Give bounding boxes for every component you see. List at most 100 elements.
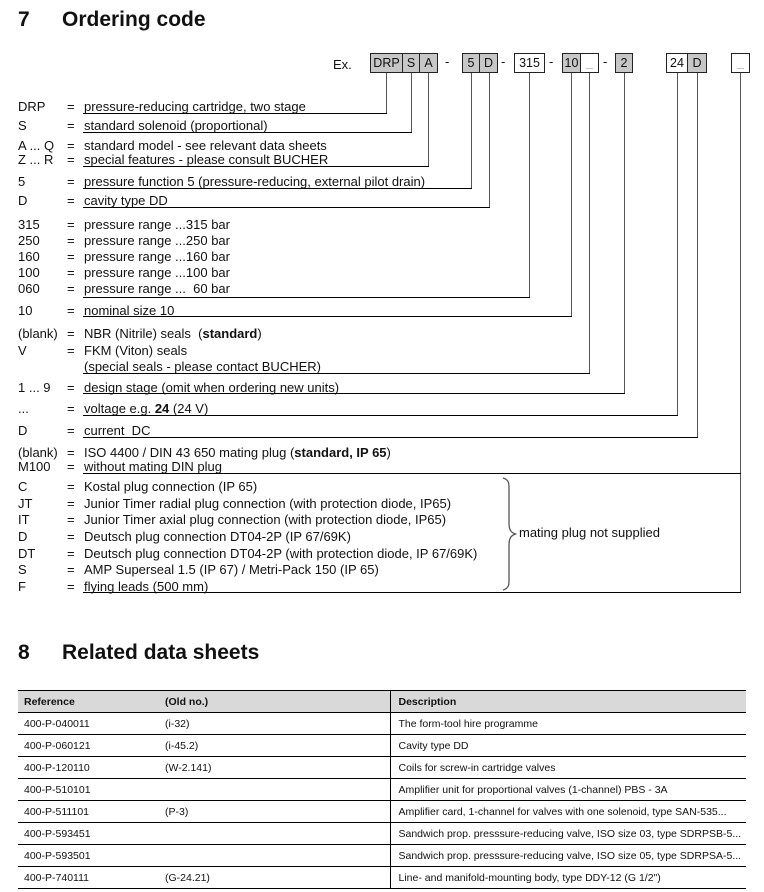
table-row: 400-P-511101 (P-3) Amplifier card, 1-chann… <box>18 800 746 823</box>
equals-sign: = <box>67 265 75 280</box>
equals-sign: = <box>67 459 75 474</box>
equals-sign: = <box>67 529 75 544</box>
datasheets-table: Reference (Old no.) Description 400-P-04… <box>18 690 746 889</box>
code-description: Junior Timer radial plug connection (wit… <box>84 496 452 511</box>
connector-line <box>529 73 530 297</box>
code-description: pressure function 5 (pressure-reducing, … <box>84 174 426 189</box>
code-label: 160 <box>18 249 40 264</box>
description-cell: Amplifier card, 1-channel for valves wit… <box>389 800 746 823</box>
old-no-cell: (i-32) <box>165 712 390 735</box>
equals-sign: = <box>67 281 75 296</box>
ordering-row: 250 = pressure range ...250 bar <box>0 233 764 248</box>
connector-line <box>624 73 625 393</box>
equals-sign: = <box>67 138 75 153</box>
ordering-row: 10 = nominal size 10 <box>0 303 764 318</box>
old-no-cell <box>165 822 390 845</box>
code-label: ... <box>18 401 29 416</box>
equals-sign: = <box>67 249 75 264</box>
code-underline <box>83 393 625 394</box>
code-label: IT <box>18 512 30 527</box>
connector-line <box>489 73 490 207</box>
ordering-row: 1 ... 9 = design stage (omit when ordering… <box>0 380 764 395</box>
code-label: Z ... R <box>18 152 54 167</box>
equals-sign: = <box>67 233 75 248</box>
description-cell: The form-tool hire programme <box>389 712 746 735</box>
brace <box>502 477 517 591</box>
old-no-cell: (W-2.141) <box>165 756 390 779</box>
code-label: 10 <box>18 303 33 318</box>
equals-sign: = <box>67 496 75 511</box>
description-cell: Sandwich prop. presssure-reducing valve,… <box>389 822 746 845</box>
code-label: 100 <box>18 265 40 280</box>
equals-sign: = <box>67 380 75 395</box>
code-label: C <box>18 479 28 494</box>
equals-sign: = <box>67 217 75 232</box>
code-box-s: S <box>402 53 420 73</box>
connector-line <box>677 73 678 415</box>
code-label: V <box>18 343 27 358</box>
code-label: (blank) <box>18 445 58 460</box>
code-box-drp: DRP <box>370 53 403 73</box>
code-underline <box>83 316 572 317</box>
equals-sign: = <box>67 479 75 494</box>
connector-line <box>411 73 412 132</box>
description-cell: Sandwich prop. presssure-reducing valve,… <box>389 844 746 867</box>
ordering-row: F = flying leads (500 mm) <box>0 579 764 594</box>
table-row: 400-P-740111 (G-24.21) Line- and manifold-… <box>18 866 746 889</box>
code-underline <box>83 373 590 374</box>
ordering-row: D = current DC <box>0 423 764 438</box>
table-row: 400-P-593451 Sandwich prop. presssure-red… <box>18 822 746 845</box>
code-label: 1 ... 9 <box>18 380 51 395</box>
code-underline <box>83 188 472 189</box>
reference-cell: 400-P-511101 <box>18 800 165 823</box>
table-header-row: Reference (Old no.) Description <box>18 690 746 713</box>
code-label: DT <box>18 546 36 561</box>
ordering-row: S = AMP Superseal 1.5 (IP 67) / Metri-Pack… <box>0 562 764 577</box>
code-box-5: 5 <box>462 53 480 73</box>
ordering-row: 060 = pressure range ... 60 bar <box>0 281 764 296</box>
ordering-row: (special seals - please contact BUCHER) <box>0 359 764 374</box>
reference-cell: 400-P-120110 <box>18 756 165 779</box>
code-description: (special seals - please contact BUCHER) <box>84 359 321 374</box>
code-separator: - <box>549 54 554 69</box>
code-underline <box>83 415 678 416</box>
reference-cell: 400-P-593451 <box>18 822 165 845</box>
code-box-10: 10 <box>562 53 581 73</box>
code-separator: - <box>603 54 608 69</box>
header-reference: Reference <box>18 690 165 713</box>
brace-note: mating plug not supplied <box>519 525 660 540</box>
ordering-row: 160 = pressure range ...160 bar <box>0 249 764 264</box>
code-box-2: 2 <box>615 53 633 73</box>
code-label: (blank) <box>18 326 58 341</box>
table-row: 400-P-120110 (W-2.141) Coils for screw-in … <box>18 756 746 779</box>
description-cell: Line- and manifold-mounting body, type D… <box>389 866 746 889</box>
code-label: 250 <box>18 233 40 248</box>
code-description: Deutsch plug connection DT04-2P (with pr… <box>84 546 478 561</box>
header-description: Description <box>389 690 746 713</box>
code-description: current DC <box>84 423 151 438</box>
code-underline <box>83 166 429 167</box>
equals-sign: = <box>67 512 75 527</box>
ordering-row: ... = voltage e.g. 24 (24 V) <box>0 401 764 416</box>
description-cell: Coils for screw-in cartridge valves <box>389 756 746 779</box>
equals-sign: = <box>67 326 75 341</box>
ordering-row: C = Kostal plug connection (IP 65) <box>0 479 764 494</box>
ordering-row: (blank) = NBR (Nitrile) seals (standard) <box>0 326 764 341</box>
old-no-cell <box>165 778 390 801</box>
code-underline <box>83 113 387 114</box>
code-label: D <box>18 423 28 438</box>
code-label: DRP <box>18 99 46 114</box>
section8-number: 8 <box>18 641 30 664</box>
reference-cell: 400-P-593501 <box>18 844 165 867</box>
code-box-a: A <box>419 53 438 73</box>
connector-line <box>589 73 590 373</box>
table-row: 400-P-060121 (i-45.2) Cavity type DD <box>18 734 746 757</box>
old-no-cell: (P-3) <box>165 800 390 823</box>
ordering-row: (blank) = ISO 4400 / DIN 43 650 mating plu… <box>0 445 764 460</box>
reference-cell: 400-P-510101 <box>18 778 165 801</box>
reference-cell: 400-P-040011 <box>18 712 165 735</box>
code-underline <box>83 132 412 133</box>
code-label: S <box>18 562 27 577</box>
ordering-row: IT = Junior Timer axial plug connection (w… <box>0 512 764 527</box>
code-description: pressure range ...100 bar <box>84 265 230 280</box>
